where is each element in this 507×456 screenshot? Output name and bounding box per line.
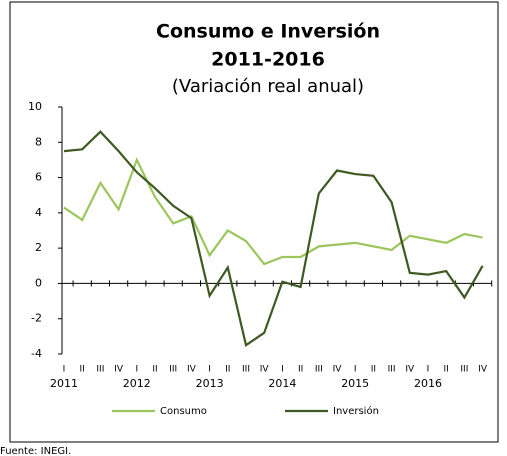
x-tick-label: II [371,365,376,375]
x-tick-label: I [208,365,211,375]
year-label: 2013 [196,377,224,390]
data-line [63,130,484,347]
x-tick-label: I [281,365,284,375]
unit-note: (Variación real anual) [172,76,364,97]
year-label: 2015 [341,377,369,390]
x-tick-label: II [444,365,449,375]
y-tick-label: -4 [31,347,42,360]
x-tick-label: IV [260,365,270,375]
y-tick-label: 6 [35,171,42,184]
x-tick-label: I [427,365,430,375]
chart-frame [9,1,499,443]
source-note: Fuente: INEGI. [0,446,71,456]
x-tick-label: III [96,365,104,375]
x-tick-label: III [242,365,250,375]
x-tick-label: I [135,365,138,375]
x-tick-label: I [63,365,66,375]
y-tick-label: 10 [28,100,42,113]
x-tick-label: IV [114,365,124,375]
chart-subtitle: 2011-2016 [211,49,325,71]
x-tick-label: II [225,365,230,375]
y-tick-label: 8 [35,135,42,148]
y-tick-label: 0 [35,276,42,289]
x-tick-label: IV [187,365,197,375]
x-tick-label: IV [405,365,415,375]
x-tick-label: IV [478,365,488,375]
x-tick-label: I [354,365,357,375]
x-tick-label: II [298,365,303,375]
x-tick-label: II [152,365,157,375]
x-tick-label: III [388,365,396,375]
y-tick-label: 4 [35,206,42,219]
x-tick-label: III [460,365,468,375]
year-label: 2012 [123,377,151,390]
year-label: 2016 [414,377,442,390]
year-label: 2011 [50,377,78,390]
legend-label: Consumo [160,406,207,417]
y-tick-label: -2 [31,312,42,325]
data-line [63,157,483,266]
y-tick-label: 2 [35,241,42,254]
x-tick-label: III [315,365,323,375]
year-label: 2014 [268,377,296,390]
legend-label: Inversión [333,405,379,417]
chart-title: Consumo e Inversión [156,21,380,43]
x-tick-label: II [80,365,85,375]
x-tick-label: III [169,365,177,375]
x-tick-label: IV [333,365,343,375]
